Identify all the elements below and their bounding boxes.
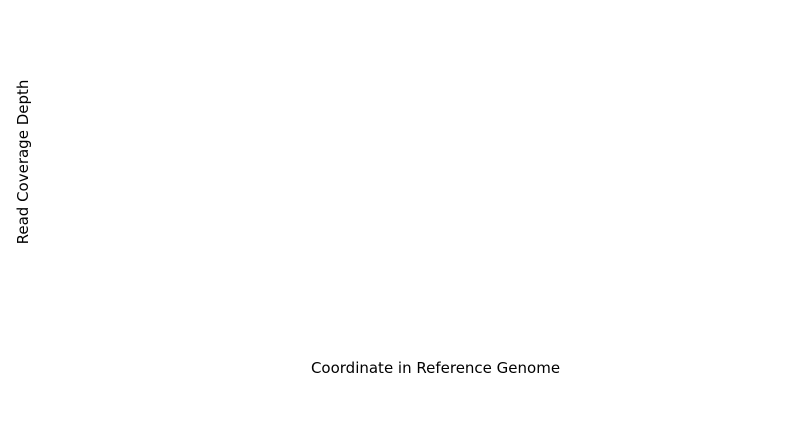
- chart-canvas: [0, 0, 792, 392]
- x-axis-title: Coordinate in Reference Genome: [310, 359, 561, 377]
- chart-legend: [50, 398, 784, 418]
- y-axis-title: Read Coverage Depth: [14, 79, 32, 245]
